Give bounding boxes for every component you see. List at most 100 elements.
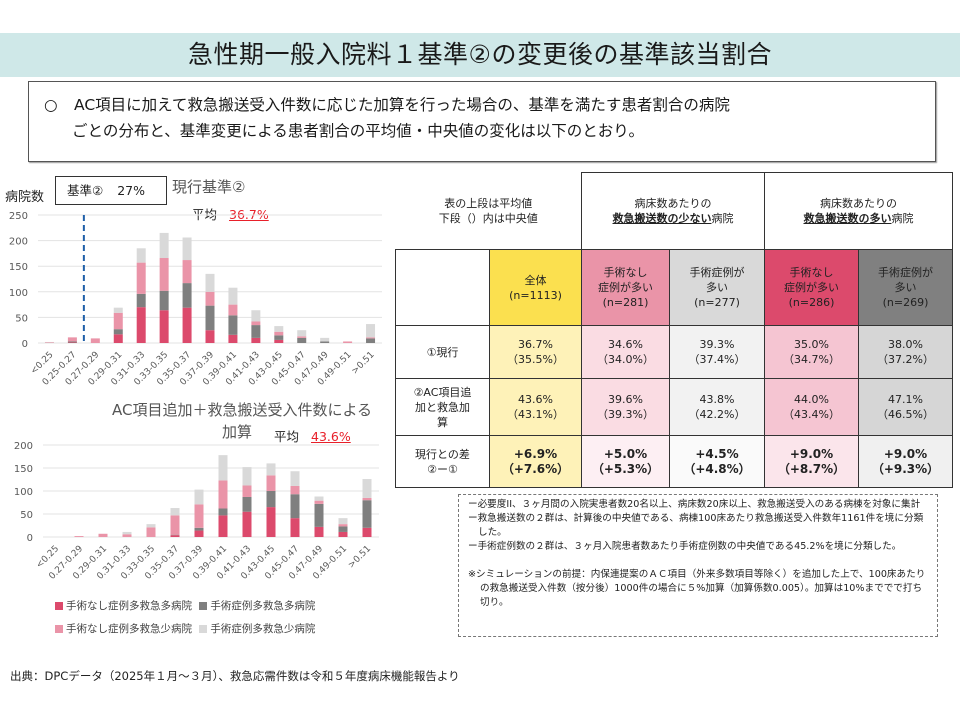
bar-segment xyxy=(170,535,180,537)
bar-segment xyxy=(274,326,284,332)
threshold-value: 27% xyxy=(117,183,146,198)
table-cell: 43.6% （43.1%） xyxy=(489,378,582,436)
bar-segment xyxy=(274,339,284,343)
bar-segment xyxy=(218,480,228,509)
bar-segment xyxy=(251,321,261,326)
bar-segment xyxy=(205,330,215,343)
bar-segment xyxy=(314,503,324,527)
chart-current-distribution: 050100150200250<0.250.25-0.270.27-0.290.… xyxy=(9,211,382,388)
bar-segment xyxy=(362,500,372,528)
legend-swatch xyxy=(199,602,208,610)
col-header-high-surgery: 手術症例が 多い (n=269) xyxy=(858,249,953,326)
chart-title-new: AC項目追加＋救急搬送受入件数による xyxy=(92,399,392,421)
col-header-high-nosurgery: 手術なし 症例が多い (n=286) xyxy=(764,249,859,326)
bar-segment xyxy=(228,334,238,343)
threshold-label: 基準② xyxy=(67,183,104,198)
row-label-diff: 現行との差 ②ー① xyxy=(395,435,490,488)
bar-segment xyxy=(297,330,307,337)
bar-segment xyxy=(266,507,276,537)
table-row: ①現行 36.7% （35.5%） 34.6% （34.0%） 39.3% （37.4… xyxy=(395,325,953,379)
bar-segment xyxy=(228,287,238,305)
bar-segment xyxy=(228,304,238,316)
y-tick-label: 150 xyxy=(9,262,28,273)
bar-segment xyxy=(136,293,146,308)
avg-new: 平均 43.6% xyxy=(274,426,351,445)
table-cell: +4.5% （+4.8%） xyxy=(669,435,765,488)
table-cell: 39.6% （39.3%） xyxy=(581,378,670,436)
chart-legend: 手術なし症例多救急多病院 手術症例多救急多病院 手術なし症例多救急少病院 手術症… xyxy=(55,598,395,636)
bar-segment xyxy=(228,315,238,335)
table-cell: 34.6% （34.0%） xyxy=(581,325,670,379)
bar-segment xyxy=(194,489,204,505)
y-tick-label: 0 xyxy=(27,533,33,544)
bar-segment xyxy=(251,310,261,322)
bar-segment xyxy=(205,273,215,292)
col-header-low-surgery: 手術症例が 多い (n=277) xyxy=(669,249,765,326)
bar-segment xyxy=(218,508,228,516)
bar-segment xyxy=(274,335,284,340)
bar-segment xyxy=(182,307,192,343)
notes-text: ー必要度II、３ヶ月間の入院実患者数20名以上、病床数20床以上、救急搬送受入の… xyxy=(468,498,930,610)
bar-segment xyxy=(170,508,180,516)
threshold-annotation-box: 基準② 27% xyxy=(55,176,167,205)
bar-segment xyxy=(290,494,300,519)
bar-segment xyxy=(194,527,204,531)
bar-segment xyxy=(362,527,372,537)
bar-segment xyxy=(194,504,204,528)
y-tick-label: 0 xyxy=(22,339,28,350)
table-cell: +5.0% （+5.3%） xyxy=(581,435,670,488)
bar-segment xyxy=(74,536,84,537)
y-tick-label: 50 xyxy=(15,313,28,324)
note-item: ー必要度II、３ヶ月間の入院実患者数20名以上、病床数20床以上、救急搬送受入の… xyxy=(468,499,921,510)
table-corner-note: 表の上段は平均値 下段（）内は中央値 xyxy=(438,196,538,225)
bar-segment xyxy=(314,496,324,501)
y-tick-label: 200 xyxy=(9,237,28,248)
bar-segment xyxy=(159,310,169,343)
chart-title-new-line1: AC項目追加＋救急搬送受入件数による xyxy=(111,401,373,419)
col-header-low-nosurgery: 手術なし 症例が多い (n=281) xyxy=(581,249,670,326)
row-label-new: ②AC項目追 加と救急加算 xyxy=(395,378,490,436)
bar-segment xyxy=(362,497,372,501)
avg-value: 43.6% xyxy=(311,429,351,444)
table-cell: 47.1% （46.5%） xyxy=(858,378,953,436)
legend-item: 手術症例多救急多病院 xyxy=(199,598,315,613)
table-cell: 43.8% （42.2%） xyxy=(669,378,765,436)
bar-segment xyxy=(314,500,324,504)
page-title: 急性期一般入院料１基準②の変更後の基準該当割合 xyxy=(188,40,772,69)
bar-segment xyxy=(338,526,348,532)
table-row: 現行との差 ②ー① +6.9% （+7.6%） +5.0% （+5.3%） +4.5%… xyxy=(395,435,953,488)
legend-swatch xyxy=(55,625,63,633)
y-tick-label: 250 xyxy=(9,211,28,222)
bar-segment xyxy=(320,337,330,342)
bar-segment xyxy=(113,334,123,343)
bar-segment xyxy=(297,336,307,338)
bar-segment xyxy=(159,290,169,311)
bar-segment xyxy=(251,337,261,343)
bar-segment xyxy=(136,262,146,294)
bar-segment xyxy=(338,524,348,527)
group-header-low-emergency: 病床数あたりの 救急搬送数の少ない病院 xyxy=(581,172,765,250)
legend-item: 手術症例多救急少病院 xyxy=(199,621,315,636)
bar-segment xyxy=(218,455,228,481)
bar-segment xyxy=(159,258,169,291)
avg-label: 平均 xyxy=(274,429,300,444)
chart-title-current: 現行基準② xyxy=(172,178,246,196)
group-header-high-emergency: 病床数あたりの 救急搬送数の多い病院 xyxy=(764,172,953,250)
bar-segment xyxy=(44,341,54,343)
legend-swatch xyxy=(55,602,63,610)
x-tick-label: >0.51 xyxy=(347,544,374,571)
bar-segment xyxy=(274,331,284,336)
bar-segment xyxy=(113,307,123,313)
bar-segment xyxy=(182,283,192,308)
legend-swatch xyxy=(199,625,208,633)
table-cell: 39.3% （37.4%） xyxy=(669,325,765,379)
bar-segment xyxy=(113,312,123,330)
bar-segment xyxy=(67,342,77,343)
table-cell: +6.9% （+7.6%） xyxy=(489,435,582,488)
x-tick-label: >0.51 xyxy=(350,350,377,377)
col-header-all: 全体 (n=1113) xyxy=(489,249,582,326)
legend-item: 手術なし症例多救急少病院 xyxy=(55,621,192,636)
chart-new-distribution: 050100150200<0.250.27-0.290.29-0.310.31-… xyxy=(14,441,379,582)
bar-segment xyxy=(290,471,300,486)
bar-segment xyxy=(251,325,261,338)
